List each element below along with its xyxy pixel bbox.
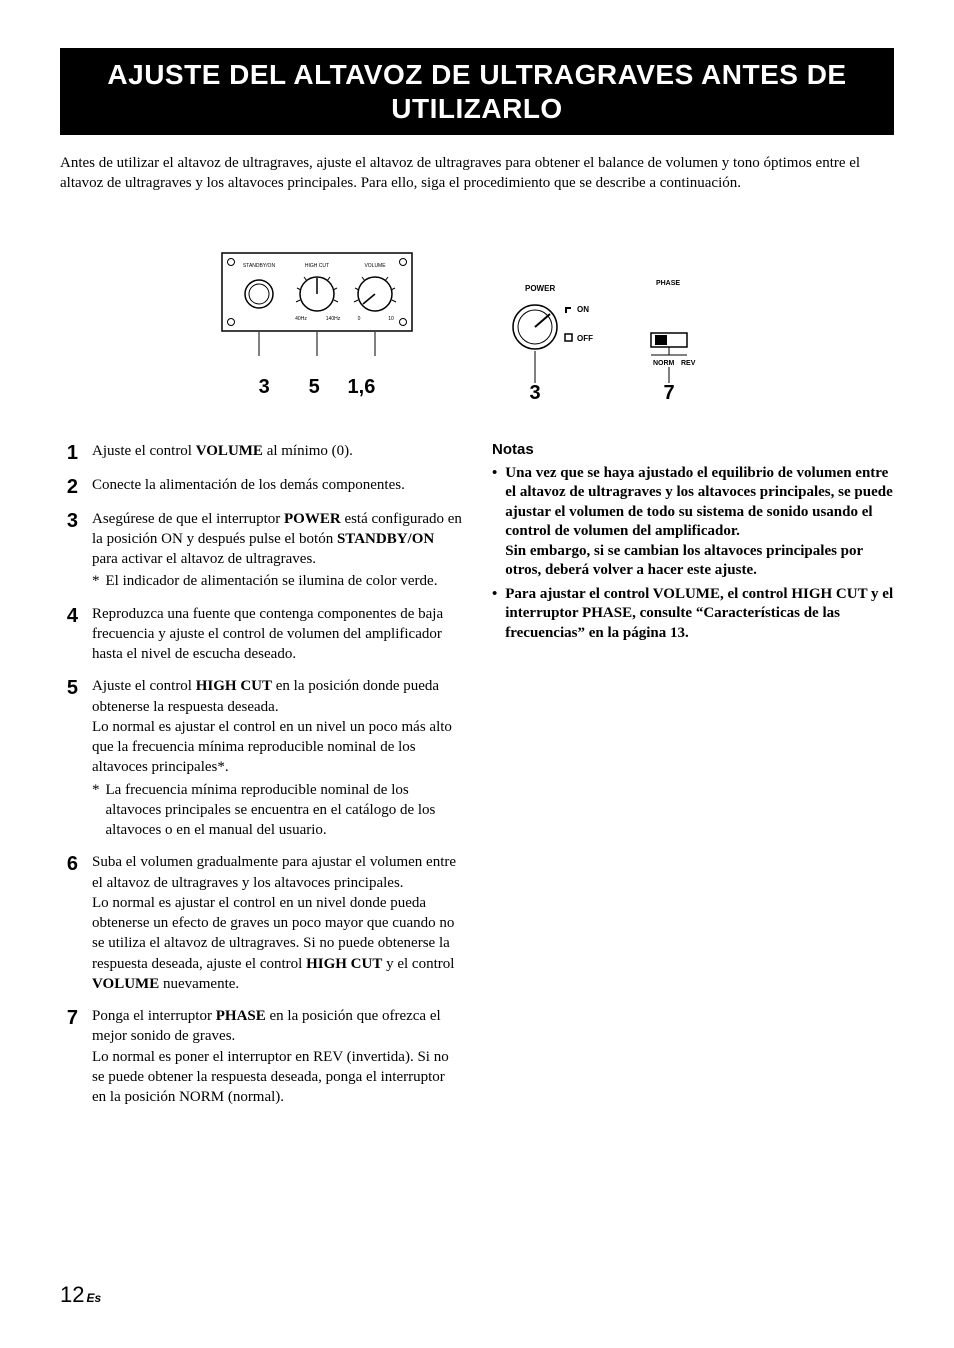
svg-text:NORM: NORM	[653, 360, 675, 367]
step-number: 5	[60, 676, 78, 840]
bullet-icon: •	[492, 585, 497, 644]
step-subnote: * El indicador de alimentación se ilumin…	[92, 571, 462, 591]
steps-list: 1 Ajuste el control VOLUME al mínimo (0)…	[60, 441, 462, 1108]
step-bold: HIGH CUT	[196, 678, 272, 694]
step-text: Ajuste el control	[92, 443, 196, 459]
page-lang: Es	[86, 1291, 101, 1305]
step-number: 2	[60, 475, 78, 497]
note-text: Para ajustar el control VOLUME, el contr…	[505, 585, 894, 644]
step-text: al mínimo (0).	[263, 443, 353, 459]
step-1: 1 Ajuste el control VOLUME al mínimo (0)…	[60, 441, 462, 463]
step-text: Ajuste el control	[92, 678, 196, 694]
step-para2: Lo normal es ajustar el control en un ni…	[92, 893, 462, 994]
notes-heading: Notas	[492, 441, 894, 458]
step-number: 3	[60, 509, 78, 592]
subnote-text: El indicador de alimentación se ilumina …	[106, 571, 438, 591]
svg-text:7: 7	[663, 382, 674, 399]
note-item: • Una vez que se haya ajustado el equili…	[492, 464, 894, 581]
step-6: 6 Suba el volumen gradualmente para ajus…	[60, 852, 462, 994]
page-title: AJUSTE DEL ALTAVOZ DE ULTRAGRAVES ANTES …	[60, 48, 894, 135]
right-column: Notas • Una vez que se haya ajustado el …	[492, 441, 894, 1120]
step-text: Suba el volumen gradualmente para ajusta…	[92, 852, 462, 893]
step-4: 4 Reproduzca una fuente que contenga com…	[60, 604, 462, 665]
svg-text:PHASE: PHASE	[656, 280, 680, 287]
step-text: Conecte la alimentación de los demás com…	[92, 475, 405, 495]
figure-control-panel: STANDBY/ON HIGH CUT VOLUME 40Hz 140Hz	[221, 252, 413, 399]
step-text: Ponga el interruptor	[92, 1008, 216, 1024]
note-item: • Para ajustar el control VOLUME, el con…	[492, 585, 894, 644]
fig1-callouts: 3 5 1,6	[221, 376, 413, 399]
svg-text:VOLUME: VOLUME	[364, 263, 386, 269]
intro-paragraph: Antes de utilizar el altavoz de ultragra…	[60, 153, 894, 194]
page-number-value: 12	[60, 1282, 84, 1307]
svg-text:OFF: OFF	[577, 334, 593, 343]
notes-list: • Una vez que se haya ajustado el equili…	[492, 464, 894, 644]
figures-row: STANDBY/ON HIGH CUT VOLUME 40Hz 140Hz	[60, 252, 894, 399]
svg-text:STANDBY/ON: STANDBY/ON	[243, 263, 276, 269]
step-3: 3 Asegúrese de que el interruptor POWER …	[60, 509, 462, 592]
power-phase-svg: POWER ON OFF PHASE NORM REV 3 7	[503, 279, 733, 399]
left-column: 1 Ajuste el control VOLUME al mínimo (0)…	[60, 441, 462, 1120]
bullet-icon: •	[492, 464, 497, 581]
svg-text:10: 10	[388, 316, 394, 322]
step-number: 4	[60, 604, 78, 665]
asterisk: *	[92, 780, 100, 841]
step-bold: POWER	[284, 511, 341, 527]
step-number: 1	[60, 441, 78, 463]
step-text: Reproduzca una fuente que contenga compo…	[92, 604, 462, 665]
step-number: 7	[60, 1006, 78, 1107]
subnote-text: La frecuencia mínima reproducible nomina…	[106, 780, 463, 841]
step-bold: PHASE	[216, 1008, 266, 1024]
step-bold: VOLUME	[196, 443, 263, 459]
figure-power-phase: POWER ON OFF PHASE NORM REV 3 7	[503, 279, 733, 399]
control-panel-svg: STANDBY/ON HIGH CUT VOLUME 40Hz 140Hz	[221, 252, 413, 372]
step-para2: Lo normal es poner el interruptor en REV…	[92, 1047, 462, 1108]
svg-text:REV: REV	[681, 360, 696, 367]
step-para2: Lo normal es ajustar el control en un ni…	[92, 717, 462, 778]
step-subnote: * La frecuencia mínima reproducible nomi…	[92, 780, 462, 841]
page-number: 12Es	[60, 1282, 101, 1308]
svg-text:3: 3	[529, 382, 540, 399]
step-5: 5 Ajuste el control HIGH CUT en la posic…	[60, 676, 462, 840]
step-text: Asegúrese de que el interruptor	[92, 511, 284, 527]
step-text: para activar el altavoz de ultragraves.	[92, 551, 316, 567]
svg-text:POWER: POWER	[525, 284, 555, 293]
step-number: 6	[60, 852, 78, 994]
svg-text:0: 0	[358, 316, 361, 322]
note-text: Una vez que se haya ajustado el equilibr…	[505, 464, 894, 581]
svg-text:40Hz: 40Hz	[295, 316, 307, 322]
step-7: 7 Ponga el interruptor PHASE en la posic…	[60, 1006, 462, 1107]
svg-text:140Hz: 140Hz	[326, 316, 341, 322]
step-2: 2 Conecte la alimentación de los demás c…	[60, 475, 462, 497]
svg-text:ON: ON	[577, 305, 589, 314]
step-bold: STANDBY/ON	[337, 531, 434, 547]
asterisk: *	[92, 571, 100, 591]
svg-text:HIGH CUT: HIGH CUT	[305, 263, 329, 269]
